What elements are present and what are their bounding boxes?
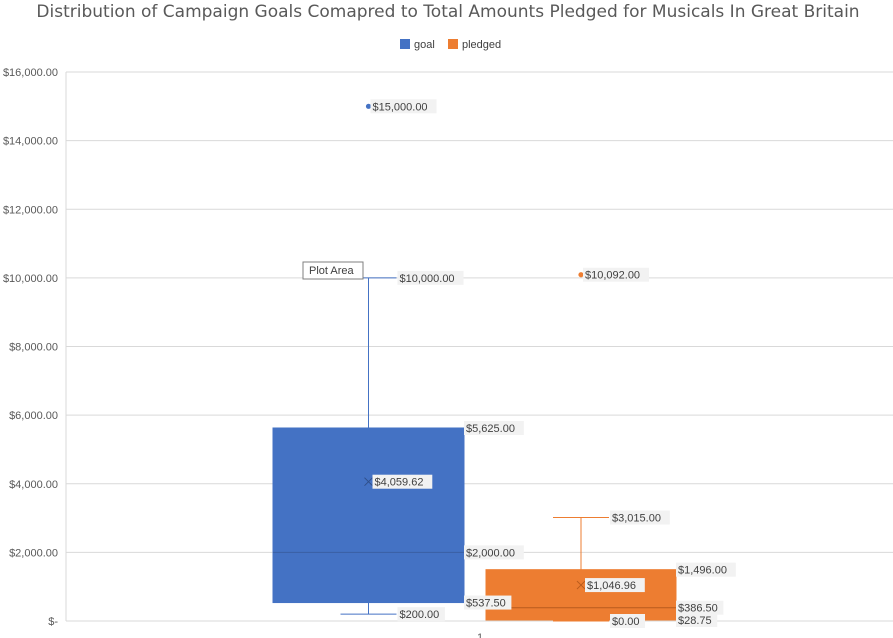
label-q1-pledged: $28.75 <box>678 615 712 627</box>
box-goal <box>272 427 465 604</box>
label-max-goal: $10,000.00 <box>400 273 455 285</box>
label-median-goal-bg <box>464 545 524 560</box>
y-tick-label: $8,000.00 <box>9 342 58 354</box>
plot-area[interactable] <box>272 103 677 622</box>
label-min-goal-bg <box>397 607 445 622</box>
y-tick-label: $6,000.00 <box>9 410 58 422</box>
y-axis: $- $2,000.00 $4,000.00 $6,000.00 $8,000.00 $1… <box>3 67 67 628</box>
y-tick-label: $- <box>48 616 58 628</box>
label-min-pledged: $0.00 <box>612 616 640 628</box>
label-mean-pledged: $1,046.96 <box>587 580 636 592</box>
label-q1-pledged-bg <box>676 613 718 628</box>
plot-area-tooltip: Plot Area <box>302 261 364 280</box>
mean-marker-pledged <box>576 580 586 590</box>
y-tick-label: $2,000.00 <box>9 547 58 559</box>
label-mean-goal-bg <box>372 474 433 489</box>
label-q3-goal: $5,625.00 <box>466 423 515 435</box>
label-outlier-pledged: $10,092.00 <box>585 270 640 282</box>
outlier-point-pledged <box>578 272 584 278</box>
legend-label-goal: goal <box>414 39 435 51</box>
label-q1-goal: $537.50 <box>466 598 506 610</box>
y-tick-label: $16,000.00 <box>3 67 58 79</box>
gridlines <box>66 71 893 622</box>
label-median-pledged: $386.50 <box>678 603 718 615</box>
y-tick-label: $4,000.00 <box>9 479 58 491</box>
label-max-pledged-bg <box>610 510 670 525</box>
label-min-goal: $200.00 <box>400 609 440 621</box>
label-max-pledged: $3,015.00 <box>612 513 661 525</box>
y-tick-label: $10,000.00 <box>3 273 58 285</box>
x-tick-label: 1 <box>477 632 483 638</box>
label-q3-pledged-bg <box>676 562 736 577</box>
x-axis: 1 <box>477 632 483 638</box>
y-tick-label: $14,000.00 <box>3 136 58 148</box>
label-q3-goal-bg <box>464 420 524 435</box>
label-median-goal: $2,000.00 <box>466 547 515 559</box>
label-q3-pledged: $1,496.00 <box>678 565 727 577</box>
chart-title: Distribution of Campaign Goals Comapred … <box>36 2 859 22</box>
data-labels: $10,000.00 $200.00 $5,625.00 $2,000.00 $537.… <box>370 99 736 628</box>
tooltip-box <box>302 261 364 280</box>
box-pledged <box>485 569 677 621</box>
legend-swatch-pledged <box>448 39 458 49</box>
label-median-pledged-bg <box>676 600 724 615</box>
label-outlier-goal-bg <box>370 99 437 114</box>
label-q1-goal-bg <box>464 595 512 610</box>
label-outlier-goal: $15,000.00 <box>373 101 428 113</box>
label-min-pledged-bg <box>610 614 645 628</box>
label-mean-pledged-bg <box>585 578 645 593</box>
tooltip-text: Plot Area <box>309 265 355 277</box>
label-outlier-pledged-bg <box>583 267 649 282</box>
legend-swatch-goal <box>400 39 410 49</box>
label-max-goal-bg <box>397 270 464 285</box>
label-mean-goal: $4,059.62 <box>375 477 424 489</box>
y-tick-label: $12,000.00 <box>3 204 58 216</box>
legend: goal pledged <box>400 39 501 51</box>
outlier-point-goal <box>365 103 372 109</box>
legend-label-pledged: pledged <box>462 39 501 51</box>
mean-marker-goal <box>364 477 373 487</box>
